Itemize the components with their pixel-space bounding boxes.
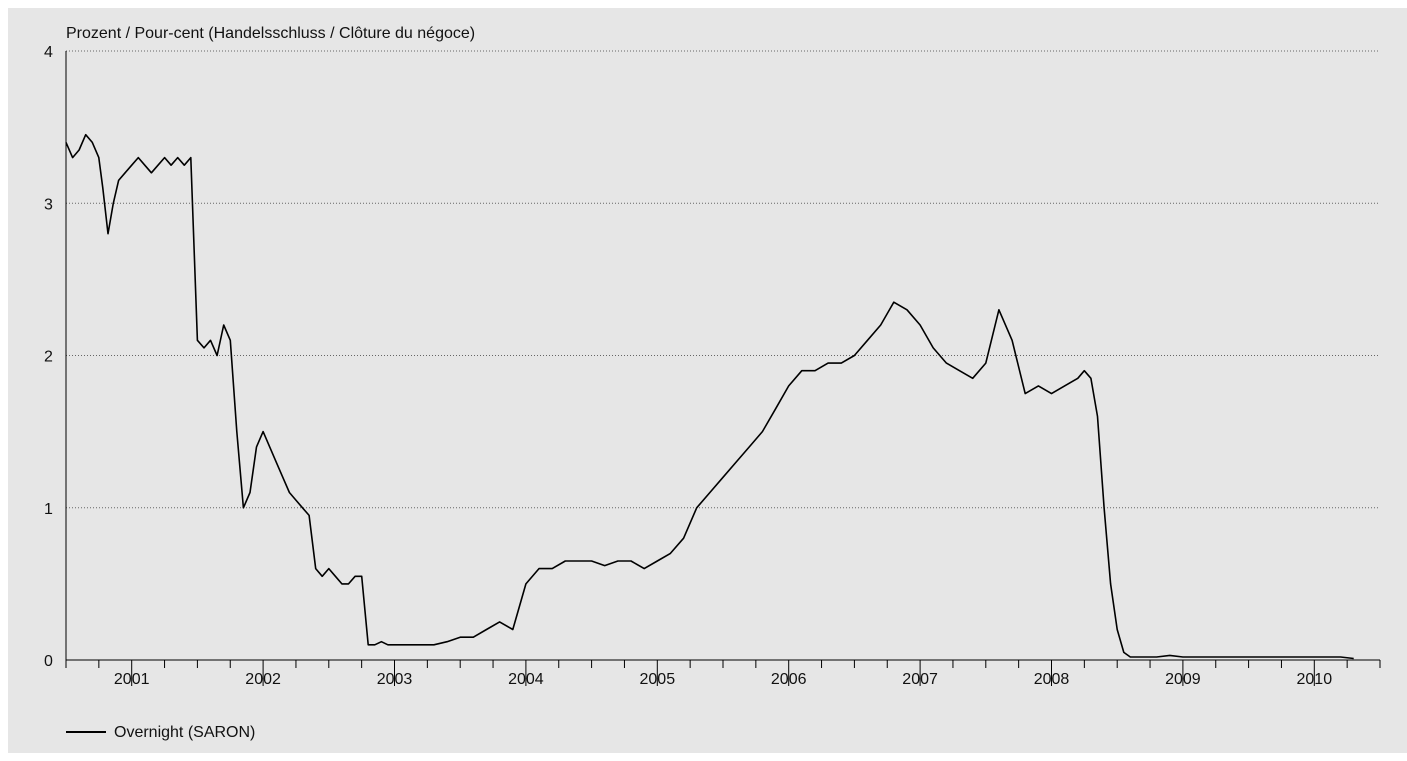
x-tick-label-2010: 2010 (1297, 671, 1333, 688)
x-tick-label-2009: 2009 (1165, 671, 1201, 688)
y-axis-title: Prozent / Pour-cent (Handelsschluss / Cl… (66, 25, 475, 42)
x-tick-label-2005: 2005 (640, 671, 676, 688)
legend-label-overnight: Overnight (SARON) (114, 724, 255, 741)
series-layer (65, 133, 1354, 660)
chart-panel: Prozent / Pour-cent (Handelsschluss / Cl… (8, 8, 1407, 753)
legend: Overnight (SARON) (66, 724, 255, 741)
series-line-overnight-saron (65, 133, 1354, 660)
x-tick-label-2001: 2001 (114, 671, 150, 688)
y-tick-label-0: 0 (44, 653, 53, 670)
x-tick-label-2004: 2004 (508, 671, 544, 688)
y-tick-label-1: 1 (44, 501, 53, 518)
x-tick-label-2002: 2002 (245, 671, 281, 688)
grid-layer (66, 50, 1380, 509)
y-tick-label-4: 4 (44, 44, 53, 61)
axis-layer: 0 1 2 3 4 2001 2002 2003 2004 2005 2006 2007 2008 200… (44, 44, 1381, 688)
x-tick-label-2003: 2003 (377, 671, 413, 688)
x-tick-label-2006: 2006 (771, 671, 807, 688)
line-chart: Prozent / Pour-cent (Handelsschluss / Cl… (44, 25, 1381, 741)
x-tick-label-2007: 2007 (902, 671, 938, 688)
x-tick-label-2008: 2008 (1034, 671, 1070, 688)
y-tick-label-3: 3 (44, 196, 53, 213)
y-tick-label-2: 2 (44, 349, 53, 366)
